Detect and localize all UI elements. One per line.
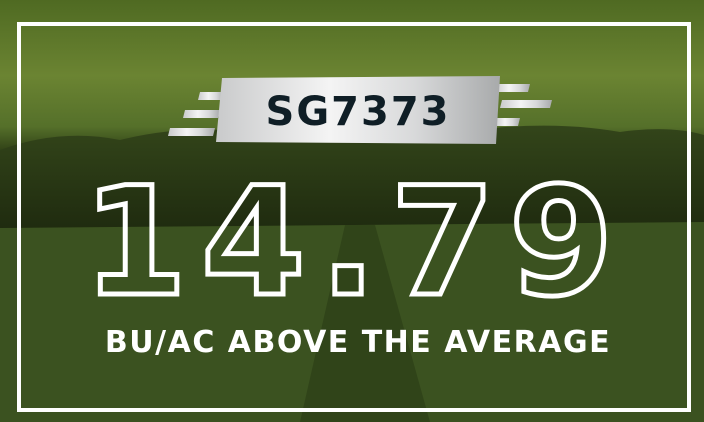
field-row bbox=[300, 225, 430, 422]
speed-lines bbox=[168, 84, 552, 136]
tree-line bbox=[0, 125, 704, 230]
badge-label: SG7373 bbox=[266, 89, 451, 135]
subtitle: BU/AC ABOVE THE AVERAGE bbox=[105, 325, 611, 360]
badge bbox=[216, 76, 500, 144]
frame bbox=[17, 22, 691, 412]
headline-value: 14.79 bbox=[83, 156, 627, 330]
